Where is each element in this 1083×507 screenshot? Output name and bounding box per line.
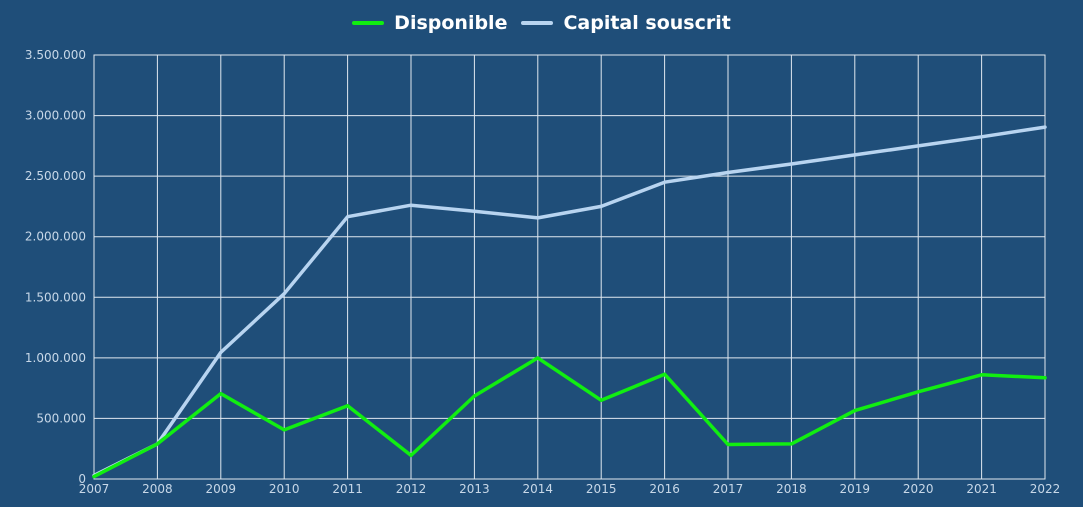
x-tick-label: 2018 [776,482,807,496]
legend-label-disponible: Disponible [394,12,508,34]
y-tick-label: 2.000.000 [25,230,86,244]
y-tick-label: 0 [78,472,86,486]
y-tick-label: 3.000.000 [25,109,86,123]
legend: Disponible Capital souscrit [0,10,1083,36]
series-line-capital-souscrit [92,125,1047,478]
series-line-disponible [92,356,1047,479]
legend-swatch-disponible [352,21,385,25]
legend-item-capital-souscrit: Capital souscrit [521,12,731,34]
y-tick-label: 1.000.000 [25,351,86,365]
x-tick-label: 2008 [142,482,173,496]
legend-label-capital-souscrit: Capital souscrit [563,12,731,34]
plot-area [93,54,1046,480]
y-tick-label: 2.500.000 [25,169,86,183]
x-tick-label: 2013 [459,482,490,496]
x-tick-label: 2021 [966,482,997,496]
x-tick-label: 2009 [206,482,237,496]
x-tick-label: 2012 [396,482,427,496]
legend-item-disponible: Disponible [352,12,507,34]
x-tick-label: 2010 [269,482,300,496]
x-tick-label: 2015 [586,482,617,496]
x-tick-label: 2020 [903,482,934,496]
legend-swatch-capital-souscrit [521,21,554,25]
x-tick-label: 2007 [79,482,110,496]
x-tick-label: 2016 [649,482,680,496]
y-tick-label: 3.500.000 [25,48,86,62]
x-tick-label: 2017 [713,482,744,496]
y-tick-label: 500.000 [36,411,86,425]
y-tick-label: 1.500.000 [25,290,86,304]
x-tick-label: 2022 [1030,482,1061,496]
x-tick-label: 2019 [840,482,871,496]
x-tick-label: 2011 [332,482,363,496]
x-tick-label: 2014 [523,482,554,496]
